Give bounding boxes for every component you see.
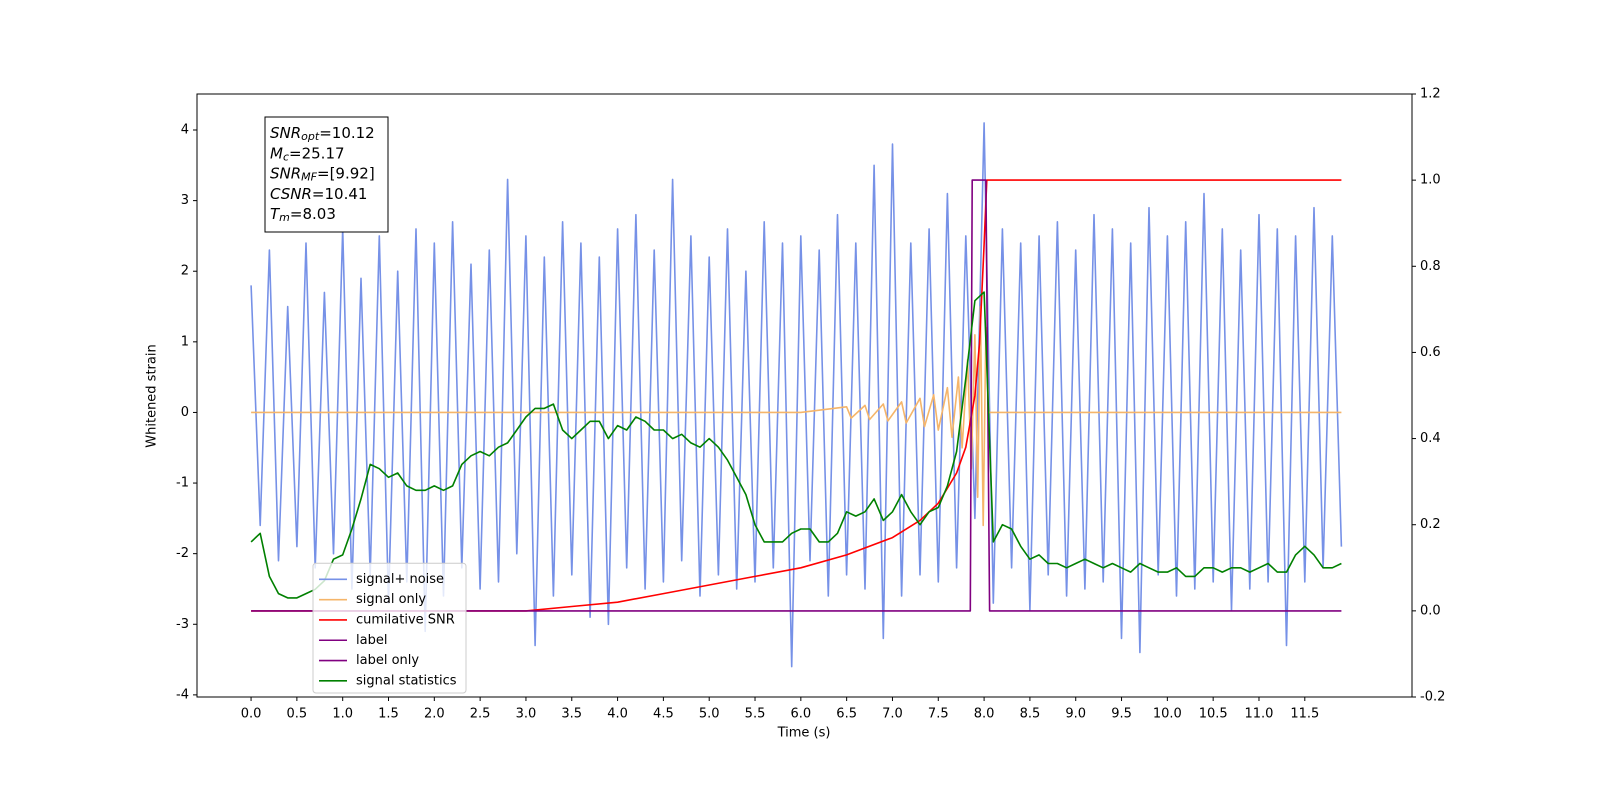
y-tick-label: -2 <box>176 546 189 561</box>
y-tick-label: 3 <box>181 193 189 208</box>
x-tick-label: 2.5 <box>470 707 491 722</box>
y-tick-label: 4 <box>181 123 189 138</box>
y-axis-label: Whitened strain <box>145 344 160 447</box>
annotation-symbol: M <box>270 144 283 162</box>
y2-tick-label: 0.4 <box>1420 431 1441 446</box>
y2-tick-label: 1.2 <box>1420 87 1441 102</box>
annotation-line: SNRMF=[9.92] <box>270 164 375 184</box>
annotation-value: =10.41 <box>312 184 368 202</box>
x-tick-label: 4.5 <box>653 707 674 722</box>
x-tick-label: 0.0 <box>241 707 262 722</box>
y2-tick-label: 0.2 <box>1420 517 1441 532</box>
annotation-line: Tm=8.03 <box>270 205 336 225</box>
annotation-line: SNRopt=10.12 <box>270 124 375 144</box>
series-line <box>251 305 1342 527</box>
legend-label: signal+ noise <box>356 572 444 587</box>
x-tick-label: 7.0 <box>882 707 903 722</box>
plot-frame <box>196 93 1413 698</box>
x-tick-label: 3.0 <box>516 707 537 722</box>
annotation-symbol: CSNR <box>270 184 312 202</box>
x-tick-label: 1.5 <box>378 707 399 722</box>
legend-label: cumilative SNR <box>356 612 455 627</box>
y2-tick-label: 0.0 <box>1420 603 1441 618</box>
legend-label: label <box>356 633 387 648</box>
x-axis-label: Time (s) <box>777 726 831 741</box>
y-tick-label: -1 <box>176 476 189 491</box>
y2-tick-label: 1.0 <box>1420 173 1441 188</box>
annotation-value: =10.12 <box>319 124 375 142</box>
legend-label: signal only <box>356 592 426 607</box>
annotation-subscript: opt <box>301 130 320 143</box>
x-tick-label: 4.0 <box>607 707 628 722</box>
y2-tick-label: -0.2 <box>1420 690 1445 705</box>
x-tick-label: 0.5 <box>287 707 308 722</box>
y-tick-label: 0 <box>181 405 189 420</box>
annotation-symbol: T <box>270 205 281 223</box>
x-tick-label: 11.5 <box>1290 707 1319 722</box>
annotation-value: =[9.92] <box>317 164 375 182</box>
annotation-symbol: SNR <box>270 124 301 142</box>
annotation-box: SNRopt=10.12Mc=25.17SNRMF=[9.92]CSNR=10.… <box>264 116 389 233</box>
x-tick-label: 11.0 <box>1245 707 1274 722</box>
y2-tick-label: 0.6 <box>1420 345 1441 360</box>
x-tick-label: 1.0 <box>332 707 353 722</box>
annotation-value: =8.03 <box>290 205 336 223</box>
annotation-frame <box>264 116 389 233</box>
x-tick-label: 10.5 <box>1199 707 1228 722</box>
x-tick-label: 6.0 <box>790 707 811 722</box>
annotation-subscript: m <box>279 211 290 224</box>
x-tick-label: 2.0 <box>424 707 445 722</box>
series-line <box>251 179 1342 612</box>
y2-tick-label: 0.8 <box>1420 259 1441 274</box>
legend: signal+ noise signal only cumilative SNR la… <box>312 562 467 694</box>
legend-label: signal statistics <box>356 673 457 688</box>
y-tick-label: 2 <box>181 264 189 279</box>
x-tick-label: 5.5 <box>745 707 766 722</box>
x-tick-label: 6.5 <box>836 707 857 722</box>
y-tick-label: -3 <box>176 617 189 632</box>
x-tick-label: 10.0 <box>1153 707 1182 722</box>
annotation-value: =25.17 <box>289 144 345 162</box>
series-line <box>251 179 1342 612</box>
annotation-line: Mc=25.17 <box>270 144 345 164</box>
annotation-line: CSNR=10.41 <box>270 184 367 202</box>
x-tick-label: 8.5 <box>1020 707 1041 722</box>
y-tick-label: 1 <box>181 334 189 349</box>
x-tick-label: 5.0 <box>699 707 720 722</box>
y-tick-label: -4 <box>176 687 189 702</box>
annotation-subscript: MF <box>301 171 317 184</box>
x-tick-label: 3.5 <box>561 707 582 722</box>
x-tick-label: 9.5 <box>1111 707 1132 722</box>
x-tick-label: 8.0 <box>974 707 995 722</box>
x-tick-label: 9.0 <box>1065 707 1086 722</box>
legend-frame <box>312 562 467 694</box>
series-line <box>250 291 1342 599</box>
legend-label: label only <box>356 653 419 668</box>
series-line <box>250 122 1343 668</box>
annotation-symbol: SNR <box>270 164 301 182</box>
annotation-subscript: c <box>283 150 289 163</box>
x-tick-label: 7.5 <box>928 707 949 722</box>
